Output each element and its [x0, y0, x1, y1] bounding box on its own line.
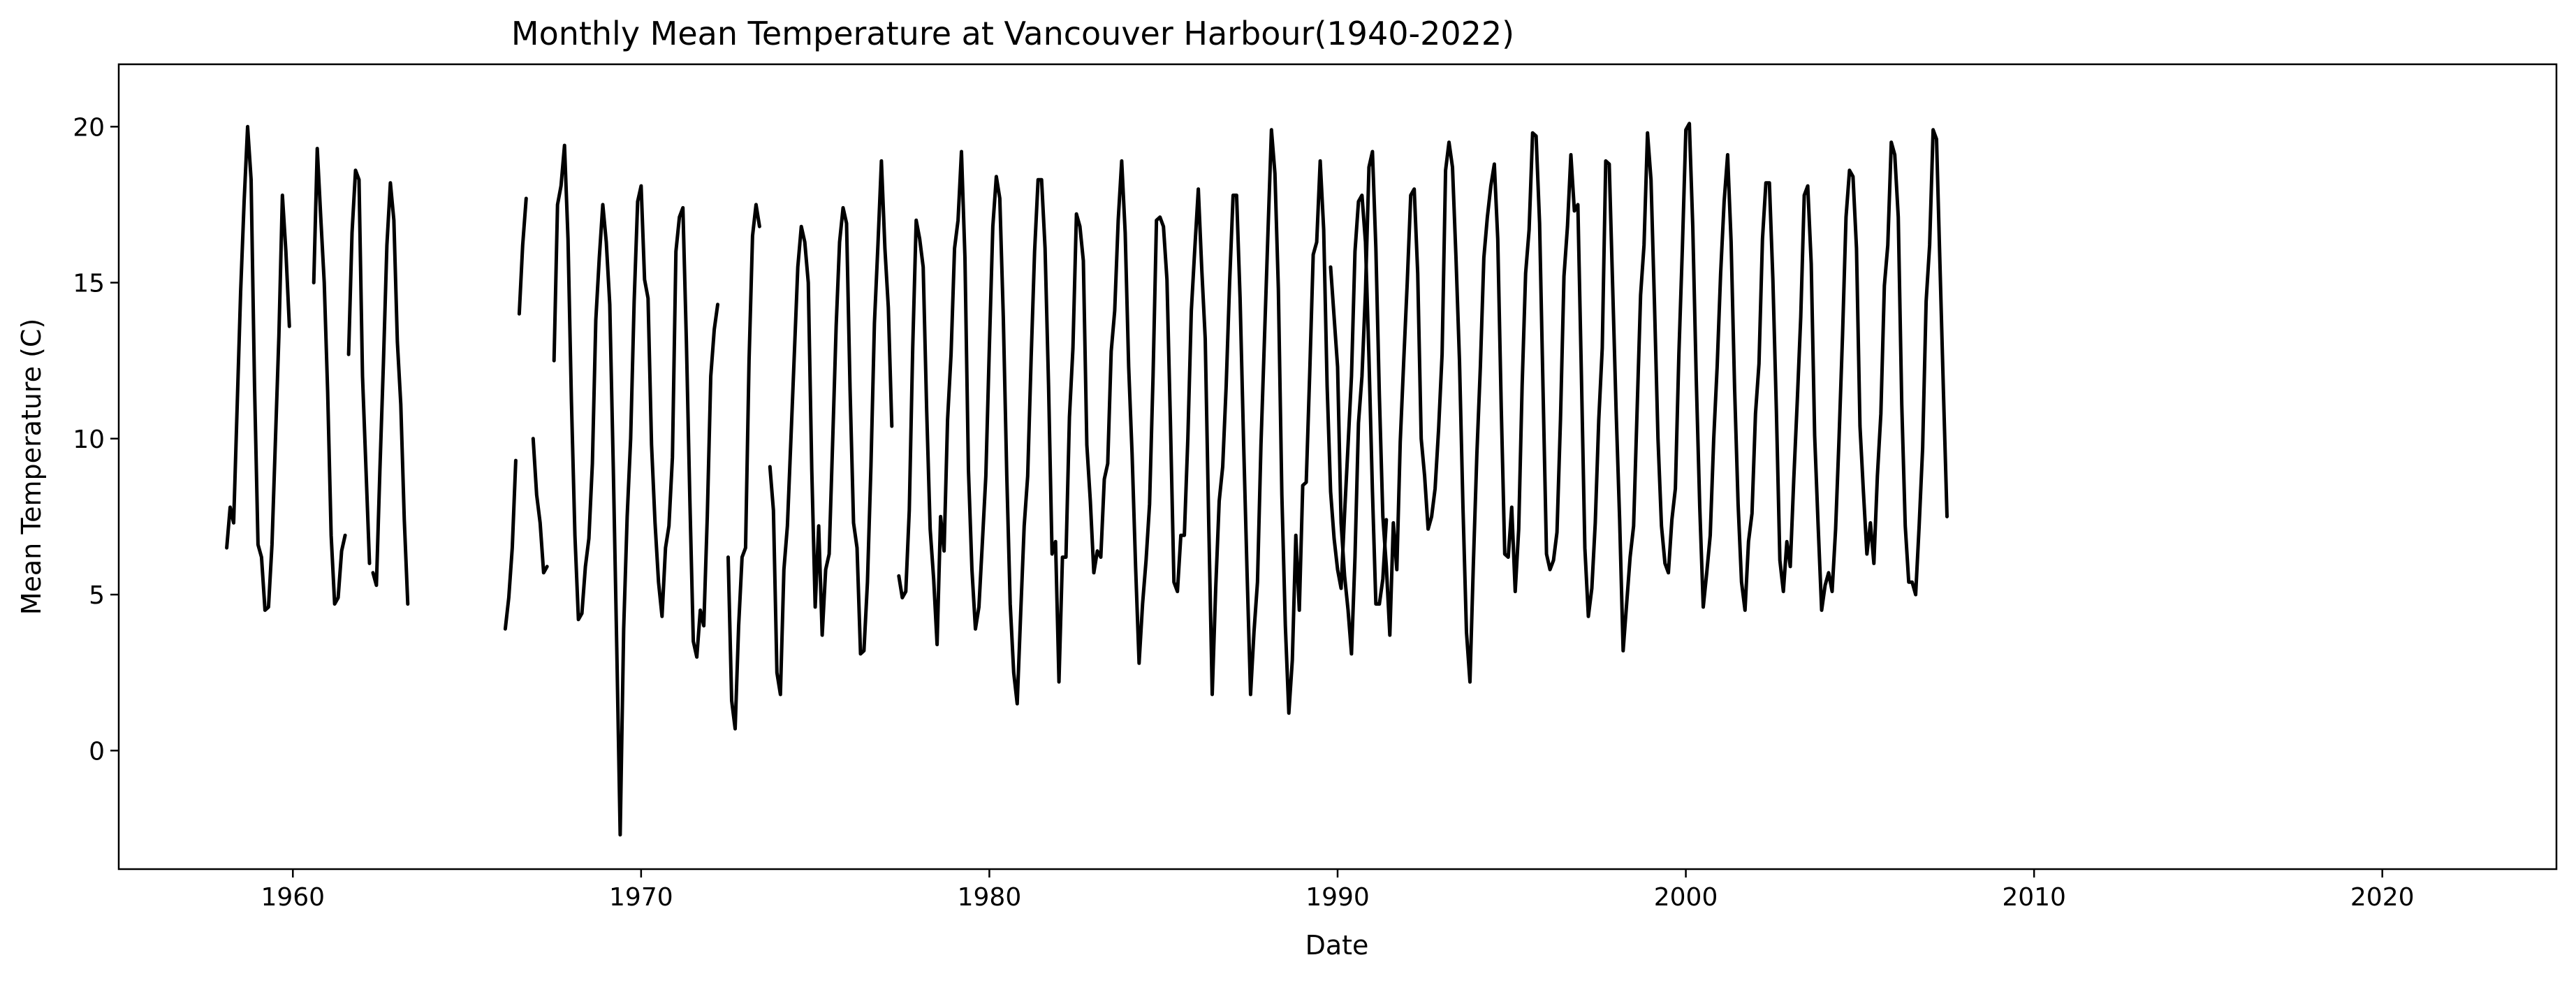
- x-tick-label: 1960: [261, 883, 325, 912]
- temperature-line-segment: [726, 203, 761, 731]
- y-tick-label: 5: [89, 581, 105, 610]
- temperature-line-segment: [371, 181, 410, 606]
- temperature-line-segment: [531, 437, 549, 575]
- x-tick-label: 1970: [609, 883, 673, 912]
- x-axis: 1960 1970 1980 1990 2000 2010 2020: [261, 869, 2415, 912]
- y-tick-label: 0: [89, 737, 105, 766]
- temperature-line-segment: [1329, 122, 1949, 684]
- y-axis: 0 5 10 15 20: [73, 113, 119, 766]
- x-axis-label: Date: [1305, 930, 1369, 961]
- temperature-line-segment: [503, 458, 518, 631]
- temperature-line-segment: [897, 128, 1389, 715]
- x-tick-label: 1980: [958, 883, 1022, 912]
- x-tick-label: 2000: [1654, 883, 1718, 912]
- temperature-line-segment: [312, 147, 347, 606]
- x-tick-label: 2010: [2002, 883, 2066, 912]
- temperature-line-segment: [517, 196, 528, 316]
- y-axis-label: Mean Temperature (C): [16, 319, 47, 616]
- x-tick-label: 1990: [1305, 883, 1370, 912]
- temperature-line-segment: [346, 168, 372, 565]
- y-tick-label: 15: [73, 270, 105, 298]
- plot-frame: [117, 63, 2558, 871]
- x-tick-label: 2020: [2350, 883, 2415, 912]
- temperature-line-segment: [552, 143, 719, 837]
- chart-title: Monthly Mean Temperature at Vancouver Ha…: [511, 15, 1514, 52]
- series-layer: [225, 122, 1949, 837]
- plot-area: [117, 63, 2558, 871]
- y-tick-label: 20: [73, 113, 105, 142]
- temperature-line-segment: [768, 159, 894, 697]
- y-tick-label: 10: [73, 425, 105, 454]
- temperature-line-segment: [225, 124, 291, 612]
